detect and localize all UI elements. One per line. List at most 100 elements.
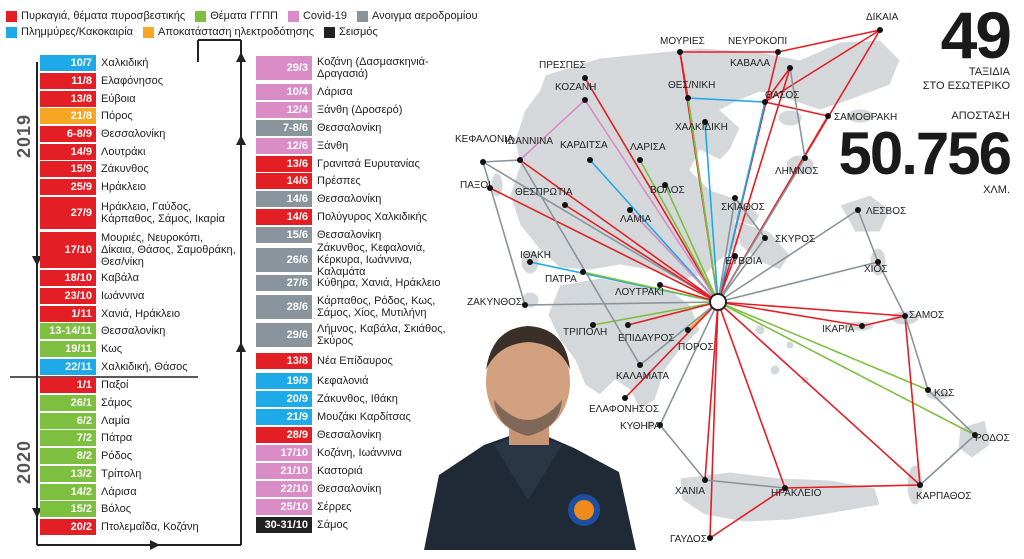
place-label: ΘΕΣ/ΝΙΚΗ: [668, 80, 715, 91]
timeline-place: Ηράκλειο, Γαύδος, Κάρπαθος, Σάμος, Ικαρί…: [101, 201, 225, 225]
place-label: ΠΡΕΣΠΕΣ: [539, 60, 586, 71]
timeline-place: Πολύγυρος Χαλκιδικής: [317, 211, 427, 223]
legend-item-fire: Πυρκαγιά, θέματα πυροσβεστικής: [6, 10, 185, 22]
legend-swatch: [357, 10, 368, 22]
place-marker: [522, 302, 528, 308]
timeline-entry: 7/2 Πάτρα: [40, 430, 238, 446]
timeline-date: 29/6: [256, 323, 312, 347]
place-labels: ΔΙΚΑΙΑ ΜΟΥΡΙΕΣ ΝΕΥΡΟΚΟΠΙ ΠΡΕΣΠΕΣ ΚΑΒΑΛΑ ΘΕΣ/Ν…: [455, 12, 1010, 545]
route-line: [659, 301, 719, 426]
legend-item-covid: Covid-19: [287, 10, 347, 22]
route-line: [764, 67, 791, 103]
timeline-date: 28/9: [256, 427, 312, 443]
timeline-entry: 26/6 Ζάκυνθος, Κεφαλονιά, Κέρκυρα, Ιωάννι…: [256, 242, 454, 278]
place-label: ΠΑΞΟΙ: [460, 180, 491, 191]
timeline-place: Θεσσαλονίκη: [317, 122, 382, 134]
place-marker: [902, 313, 908, 319]
timeline-entry: 14/6 Πρέσπες: [256, 173, 454, 189]
timeline-date: 19/9: [256, 373, 312, 389]
timeline-date: 13/2: [40, 466, 96, 482]
route-line: [482, 161, 719, 303]
place-marker: [685, 95, 691, 101]
timeline-date: 21/8: [40, 108, 96, 124]
place-label: ΛΟΥΤΡΑΚΙ: [615, 287, 664, 298]
timeline-place: Πόρος: [101, 110, 133, 122]
timeline-place: Σέρρες: [317, 501, 352, 513]
place-label: ΚΑΡΠΑΘΟΣ: [916, 491, 971, 502]
timeline-entry: 21/8 Πόρος: [40, 108, 238, 124]
timeline-place: Θεσσαλονίκη: [317, 193, 382, 205]
route-line: [482, 159, 521, 163]
timeline-entry: 15/6 Θεσσαλονίκη: [256, 227, 454, 243]
place-label: ΣΑΜΟΘΡΑΚΗ: [834, 112, 897, 123]
legend-item-airport: Ανοιγμα αεροδρομίου: [357, 10, 478, 22]
legend-label: Πυρκαγιά, θέματα πυροσβεστικής: [21, 10, 186, 22]
legend-swatch: [6, 10, 17, 22]
timeline-place: Θεσσαλονίκη: [101, 128, 166, 140]
place-marker: [527, 259, 533, 265]
timeline-date: 8/2: [40, 448, 96, 464]
place-label: ΘΕΣΠΡΩΤΙΑ: [515, 187, 573, 198]
route-line: [627, 301, 719, 326]
timeline-place: Χανιά, Ηράκλειο: [101, 308, 181, 320]
place-label: ΗΡΑΚΛΕΙΟ: [771, 488, 822, 499]
legend-swatch: [143, 26, 155, 38]
route-line: [639, 159, 719, 303]
place-markers: [480, 27, 978, 541]
distance-unit: ΧΛΜ.: [983, 184, 1010, 196]
distance-value: 50.756: [838, 120, 1012, 187]
timeline-date: 12/4: [256, 102, 312, 118]
timeline-place: Ιωάννινα: [101, 290, 145, 302]
route-line: [717, 101, 766, 303]
timeline-entry: 13/8 Εύβοια: [40, 91, 238, 107]
timeline-entry: 6/2 Λαμία: [40, 413, 238, 429]
route-line: [687, 97, 719, 303]
timeline-place: Μουζάκι Καρδίτσας: [317, 411, 411, 423]
place-marker: [762, 235, 768, 241]
timeline-place: Παξοί: [101, 379, 129, 391]
timeline-place: Ζάκυνθος, Ιθάκη: [317, 393, 398, 405]
timeline-entry: 13/8 Νέα Επίδαυρος: [256, 353, 454, 369]
timeline-date: 21/9: [256, 409, 312, 425]
route-line: [919, 434, 976, 486]
timeline-place: Τρίπολη: [101, 468, 142, 480]
route-line: [927, 389, 976, 436]
place-marker: [587, 157, 593, 163]
place-marker: [627, 207, 633, 213]
place-label: ΚΑΛΑΜΑΤΑ: [616, 371, 669, 382]
place-label: ΚΕΦΑΛΟΝΙΑ: [455, 134, 514, 145]
timeline-entry: 14/9 Λουτράκι: [40, 144, 238, 160]
route-lines: [482, 29, 976, 539]
timeline-entry: 8/2 Ρόδος: [40, 448, 238, 464]
place-label: ΤΡΙΠΟΛΗ: [563, 327, 607, 338]
timeline-date: 25/10: [256, 499, 312, 515]
route-line: [717, 301, 786, 489]
timeline-entry: 10/7 Χαλκιδική: [40, 55, 238, 71]
timeline-entry: 10/4 Λάρισα: [256, 84, 454, 100]
place-marker: [972, 432, 978, 438]
year-label-2019: 2019: [14, 113, 34, 158]
place-label: ΙΚΑΡΙΑ: [822, 324, 855, 335]
place-marker: [625, 322, 631, 328]
route-line: [877, 261, 906, 317]
place-marker: [637, 362, 643, 368]
place-label: ΡΟΔΟΣ: [975, 433, 1010, 444]
timeline-entry: 25/10 Σέρρες: [256, 499, 454, 515]
timeline-date: 22/10: [256, 481, 312, 497]
place-label: ΙΩΑΝΝΙΝΑ: [505, 136, 553, 147]
route-line: [717, 301, 929, 391]
route-line: [734, 197, 766, 239]
route-line: [904, 315, 921, 486]
timeline-date: 23/10: [40, 288, 96, 304]
timeline-date: 10/4: [256, 84, 312, 100]
timeline-entry: 21/9 Μουζάκι Καρδίτσας: [256, 409, 454, 425]
timeline-place: Πτολεμαΐδα, Κοζάνη: [101, 521, 199, 533]
route-line: [789, 67, 806, 159]
route-line: [861, 315, 906, 327]
place-marker: [622, 395, 628, 401]
timeline-entry: 14/2 Λάρισα: [40, 484, 238, 500]
place-marker: [580, 269, 586, 275]
land: [490, 39, 991, 523]
trips-label-1: ΤΑΞΙΔΙΑ: [968, 66, 1010, 78]
trips-label-2: ΣΤΟ ΕΣΩΤΕΡΙΚΟ: [922, 80, 1010, 92]
